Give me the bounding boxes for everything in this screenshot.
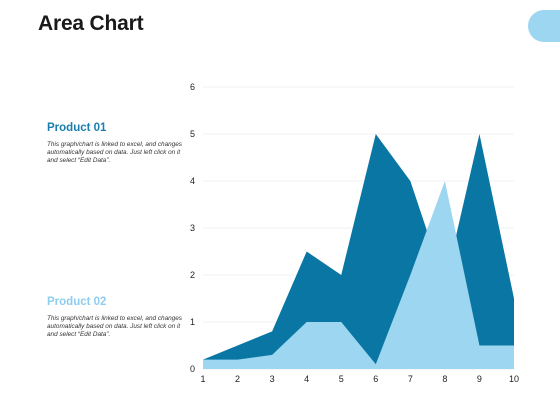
area-series-2 (203, 181, 514, 369)
y-tick-label: 3 (190, 223, 195, 233)
x-tick-label: 5 (339, 374, 344, 384)
x-tick-label: 3 (270, 374, 275, 384)
legend-item-product-01: Product 01 This graph/chart is linked to… (47, 122, 187, 165)
y-tick-label: 2 (190, 270, 195, 280)
x-tick-label: 4 (304, 374, 309, 384)
x-tick-label: 7 (408, 374, 413, 384)
y-tick-label: 4 (190, 176, 195, 186)
legend-title: Product 01 (47, 122, 107, 134)
y-tick-label: 0 (190, 364, 195, 374)
y-tick-label: 1 (190, 317, 195, 327)
corner-decoration (528, 10, 560, 42)
legend-description: This graph/chart is linked to excel, and… (47, 141, 182, 164)
legend-title: Product 02 (47, 296, 107, 308)
x-tick-label: 1 (200, 374, 205, 384)
legend-description: This graph/chart is linked to excel, and… (47, 315, 182, 338)
x-tick-label: 2 (235, 374, 240, 384)
x-tick-label: 8 (442, 374, 447, 384)
x-tick-label: 10 (509, 374, 519, 384)
y-tick-label: 5 (190, 129, 195, 139)
y-tick-label: 6 (190, 82, 195, 92)
x-tick-label: 6 (373, 374, 378, 384)
page-title: Area Chart (38, 12, 144, 35)
x-tick-label: 9 (477, 374, 482, 384)
legend-item-product-02: Product 02 This graph/chart is linked to… (47, 296, 187, 339)
